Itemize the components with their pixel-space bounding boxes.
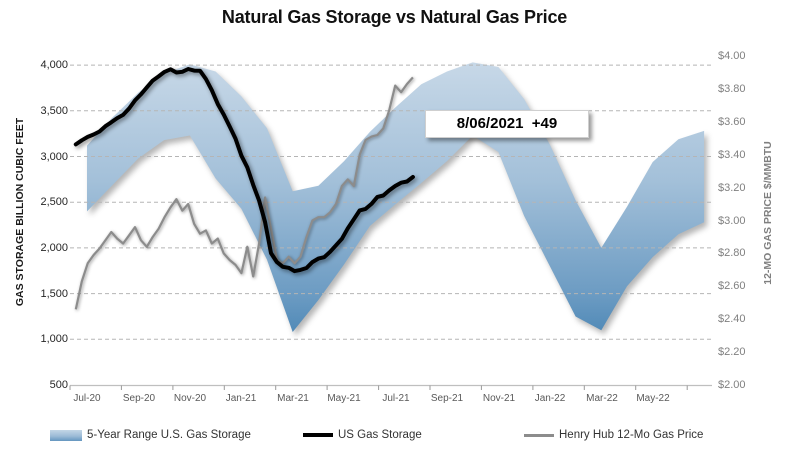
- right-axis-tick-label: $3.00: [718, 215, 746, 227]
- x-axis-tick-label: Jul-20: [73, 393, 101, 404]
- right-axis-tick-label: $2.20: [718, 346, 746, 358]
- right-axis-tick-label: $2.00: [718, 379, 746, 391]
- left-axis-tick-label: 1,500: [40, 288, 68, 300]
- right-axis-tick-label: $4.00: [718, 50, 746, 62]
- right-axis-tick-label: $3.80: [718, 83, 746, 95]
- right-axis-tick-label: $2.60: [718, 280, 746, 292]
- x-axis-tick-label: Jan-22: [534, 393, 566, 404]
- x-axis-tick-label: Mar-21: [277, 393, 309, 404]
- left-axis-tick-label: 1,000: [40, 333, 68, 345]
- x-axis-tick-label: Sep-20: [122, 393, 156, 404]
- legend-item-five-year-range: 5-Year Range U.S. Gas Storage: [50, 424, 251, 446]
- area-swatch-icon: [50, 429, 82, 441]
- left-axis-tick-label: 500: [49, 379, 68, 391]
- x-axis-tick-label: May-21: [327, 393, 361, 404]
- left-axis-tick-label: 3,000: [40, 151, 68, 163]
- legend-label-five-year-range: 5-Year Range U.S. Gas Storage: [87, 429, 251, 441]
- right-axis-tick-label: $3.60: [718, 116, 746, 128]
- x-axis-tick-label: Nov-21: [482, 393, 516, 404]
- legend-label-us-storage: US Gas Storage: [338, 429, 422, 441]
- left-axis-tick-label: 4,000: [40, 59, 68, 71]
- x-axis-tick-label: Nov-20: [173, 393, 207, 404]
- us-gas-storage-line: [73, 67, 415, 274]
- black-line-swatch-icon: [303, 433, 333, 437]
- x-axis-tick-label: May-22: [636, 393, 670, 404]
- five-year-range-band: [87, 62, 705, 333]
- left-axis-tick-label: 2,500: [40, 196, 68, 208]
- x-axis-tick-label: Jul-21: [382, 393, 410, 404]
- right-axis-tick-label: $3.40: [718, 149, 746, 161]
- henry-hub-price-line: [74, 76, 414, 310]
- right-axis-tick-label: $2.40: [718, 313, 746, 325]
- left-axis-tick-label: 2,000: [40, 242, 68, 254]
- legend-label-henry-hub-price: Henry Hub 12-Mo Gas Price: [559, 429, 704, 441]
- x-axis-tick-label: Mar-22: [586, 393, 618, 404]
- left-axis-title: GAS STORAGE BILLION CUBIC FEET: [14, 117, 26, 307]
- x-axis-tick-label: Jan-21: [225, 393, 257, 404]
- legend-item-henry-hub-price: Henry Hub 12-Mo Gas Price: [524, 424, 703, 446]
- legend: 5-Year Range U.S. Gas Storage US Gas Sto…: [0, 424, 789, 446]
- gray-line-swatch-icon: [524, 433, 554, 437]
- annotation-callout: 8/06/2021 +49: [425, 110, 589, 138]
- right-axis-tick-label: $3.20: [718, 182, 746, 194]
- left-axis-tick-label: 3,500: [40, 105, 68, 117]
- right-axis-tick-label: $2.80: [718, 247, 746, 259]
- x-axis-tick-label: Sep-21: [430, 393, 464, 404]
- right-axis-title: 12-MO GAS PRICE $/MMBTU: [762, 141, 774, 285]
- legend-item-us-storage: US Gas Storage: [303, 424, 422, 446]
- chart-title: Natural Gas Storage vs Natural Gas Price: [221, 7, 568, 27]
